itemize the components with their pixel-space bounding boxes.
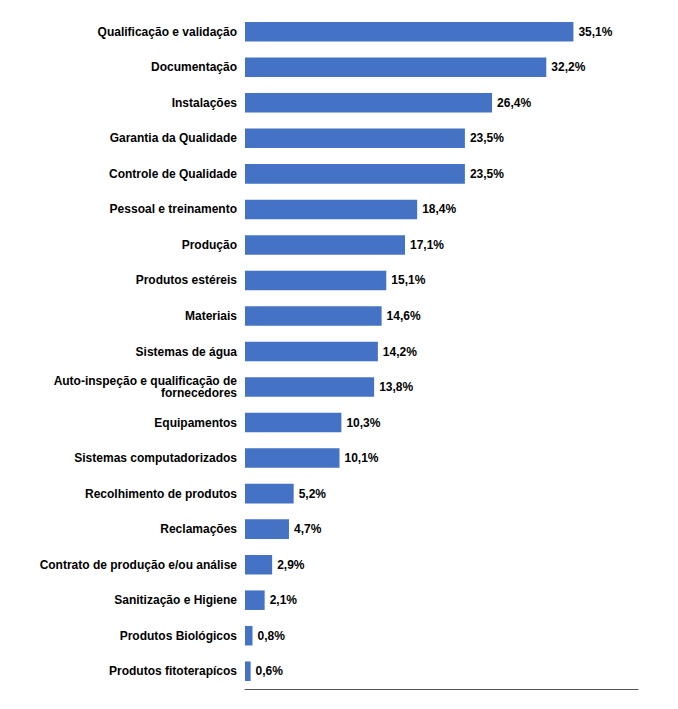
svg-text:17,1%: 17,1% xyxy=(410,238,444,252)
svg-text:Sistemas computadorizados: Sistemas computadorizados xyxy=(74,451,237,465)
svg-text:Controle de Qualidade: Controle de Qualidade xyxy=(109,167,237,181)
svg-text:Produtos fitoterapícos: Produtos fitoterapícos xyxy=(109,664,237,678)
svg-text:14,2%: 14,2% xyxy=(383,345,417,359)
svg-text:Garantia da Qualidade: Garantia da Qualidade xyxy=(110,131,238,145)
svg-text:2,1%: 2,1% xyxy=(270,593,298,607)
svg-text:Sistemas de água: Sistemas de água xyxy=(136,345,238,359)
svg-text:Auto-inspeção e qualificação d: Auto-inspeção e qualificação de xyxy=(53,374,237,388)
svg-text:10,3%: 10,3% xyxy=(346,416,380,430)
svg-text:2,9%: 2,9% xyxy=(277,558,305,572)
svg-text:35,1%: 35,1% xyxy=(578,25,612,39)
svg-text:Instalações: Instalações xyxy=(172,96,238,110)
svg-text:0,6%: 0,6% xyxy=(256,664,284,678)
svg-text:4,7%: 4,7% xyxy=(294,522,322,536)
svg-text:Qualificação e validação: Qualificação e validação xyxy=(98,25,237,39)
svg-text:Materiais: Materiais xyxy=(185,309,237,323)
svg-text:Produtos estéreis: Produtos estéreis xyxy=(136,273,238,287)
svg-text:18,4%: 18,4% xyxy=(422,202,456,216)
svg-text:23,5%: 23,5% xyxy=(470,167,504,181)
svg-text:14,6%: 14,6% xyxy=(387,309,421,323)
svg-text:26,4%: 26,4% xyxy=(497,96,531,110)
svg-text:Sanitização e Higiene: Sanitização e Higiene xyxy=(114,593,237,607)
svg-text:5,2%: 5,2% xyxy=(299,487,327,501)
svg-text:Produção: Produção xyxy=(182,238,237,252)
svg-text:0,8%: 0,8% xyxy=(257,629,285,643)
svg-text:Reclamações: Reclamações xyxy=(160,522,237,536)
svg-text:Documentação: Documentação xyxy=(151,60,237,74)
svg-text:Recolhimento de produtos: Recolhimento de produtos xyxy=(85,487,237,501)
svg-text:15,1%: 15,1% xyxy=(391,273,425,287)
svg-text:Equipamentos: Equipamentos xyxy=(154,416,237,430)
svg-text:13,8%: 13,8% xyxy=(379,380,413,394)
svg-text:Contrato de produção e/ou anál: Contrato de produção e/ou análise xyxy=(40,558,238,572)
svg-text:10,1%: 10,1% xyxy=(345,451,379,465)
svg-text:Produtos Biológicos: Produtos Biológicos xyxy=(120,629,238,643)
svg-text:23,5%: 23,5% xyxy=(470,131,504,145)
svg-text:Pessoal e treinamento: Pessoal e treinamento xyxy=(110,202,237,216)
svg-text:32,2%: 32,2% xyxy=(551,60,585,74)
svg-text:fornecedores: fornecedores xyxy=(161,386,237,400)
